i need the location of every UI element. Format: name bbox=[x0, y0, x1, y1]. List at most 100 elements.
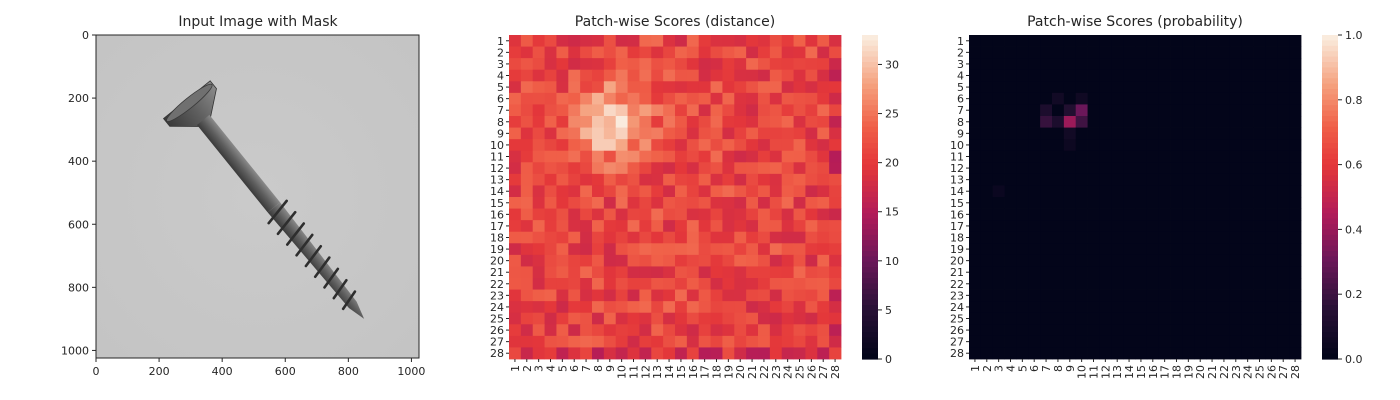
y-tick-label: 22 bbox=[950, 278, 964, 291]
heatmap-cell bbox=[556, 335, 569, 348]
heatmap-cell bbox=[1206, 185, 1219, 198]
heatmap-cell bbox=[980, 278, 994, 290]
heatmap-cell bbox=[1194, 243, 1207, 256]
heatmap-cell bbox=[805, 127, 818, 140]
heatmap-cell bbox=[520, 35, 534, 47]
heatmap-cell bbox=[734, 301, 747, 314]
heatmap-cell bbox=[1123, 150, 1136, 163]
heatmap-cell bbox=[509, 254, 522, 267]
heatmap-cell bbox=[1087, 150, 1100, 163]
heatmap-cell bbox=[758, 104, 771, 117]
heatmap-cell bbox=[1241, 220, 1254, 233]
heatmap-cell bbox=[544, 173, 557, 186]
heatmap-cell bbox=[1170, 231, 1183, 244]
heatmap-cell bbox=[758, 243, 771, 256]
heatmap-cell bbox=[1241, 81, 1254, 94]
colorbar-segment bbox=[1322, 326, 1338, 333]
heatmap-cell bbox=[568, 335, 581, 348]
heatmap-cell bbox=[1253, 185, 1266, 198]
heatmap-cell bbox=[1028, 46, 1041, 59]
heatmap-cell bbox=[1135, 243, 1148, 256]
heatmap-cell bbox=[1194, 69, 1207, 82]
heatmap-cell bbox=[520, 312, 534, 325]
heatmap-cell bbox=[992, 92, 1005, 105]
heatmap-cell bbox=[1265, 335, 1278, 348]
heatmap-cell bbox=[520, 347, 534, 360]
colorbar-segment bbox=[862, 234, 878, 241]
heatmap-cell bbox=[1277, 266, 1290, 279]
heatmap-cell bbox=[1123, 139, 1136, 152]
heatmap-cell bbox=[829, 231, 842, 244]
heatmap-cell bbox=[829, 185, 842, 198]
heatmap-cell bbox=[615, 312, 628, 325]
heatmap-cell bbox=[710, 127, 723, 140]
heatmap-cell bbox=[1218, 162, 1231, 175]
heatmap-cell bbox=[969, 173, 982, 186]
heatmap-cell bbox=[698, 289, 711, 302]
heatmap-cell bbox=[698, 208, 711, 221]
heatmap-cell bbox=[1170, 116, 1183, 128]
heatmap-cell bbox=[1040, 69, 1053, 82]
heatmap-cell bbox=[663, 58, 676, 71]
heatmap-cell bbox=[1052, 197, 1065, 209]
heatmap-cell bbox=[1052, 185, 1065, 198]
heatmap-cell bbox=[1182, 162, 1195, 175]
heatmap-cell bbox=[734, 69, 747, 82]
x-tick-label: 27 bbox=[817, 365, 830, 379]
heatmap-cell bbox=[980, 208, 994, 221]
heatmap-cell bbox=[1289, 127, 1302, 140]
heatmap-cell bbox=[758, 289, 771, 302]
heatmap-cell bbox=[556, 208, 569, 221]
heatmap-cell bbox=[1063, 254, 1077, 267]
heatmap-cell bbox=[639, 139, 652, 152]
heatmap-cell bbox=[651, 312, 664, 325]
heatmap-cell bbox=[734, 150, 747, 163]
colorbar-segment bbox=[1322, 234, 1338, 241]
heatmap-cell bbox=[1194, 324, 1207, 337]
heatmap-cell bbox=[1182, 266, 1195, 279]
heatmap-cell bbox=[1111, 58, 1124, 71]
heatmap-cell bbox=[1111, 335, 1124, 348]
screw-thread bbox=[295, 233, 314, 257]
heatmap-cell bbox=[746, 197, 759, 209]
heatmap-cell bbox=[992, 173, 1005, 186]
heatmap-cell bbox=[1146, 208, 1160, 221]
heatmap-cell bbox=[1218, 127, 1231, 140]
heatmap-cell bbox=[817, 347, 830, 360]
heatmap-cell bbox=[1052, 231, 1065, 244]
x-tick-label: 12 bbox=[639, 365, 652, 379]
heatmap-cell bbox=[663, 81, 676, 94]
heatmap-cell bbox=[1289, 92, 1302, 105]
heatmap-cell bbox=[969, 127, 982, 140]
colorbar-segment bbox=[862, 305, 878, 311]
heatmap-cell bbox=[1265, 139, 1278, 152]
colorbar-segment bbox=[862, 224, 878, 230]
input-image bbox=[96, 35, 419, 358]
colorbar-segment bbox=[1322, 299, 1338, 306]
heatmap-cell bbox=[544, 231, 557, 244]
heatmap-cell bbox=[1052, 208, 1065, 221]
heatmap-cell bbox=[627, 266, 640, 279]
heatmap-cell bbox=[1206, 162, 1219, 175]
heatmap-cell bbox=[1253, 208, 1266, 221]
heatmap-cell bbox=[769, 139, 783, 152]
heatmap-cell bbox=[1253, 127, 1266, 140]
heatmap-cell bbox=[1111, 81, 1124, 94]
heatmap-cell bbox=[781, 35, 794, 47]
heatmap-cell bbox=[627, 185, 640, 198]
heatmap-cell bbox=[663, 335, 676, 348]
heatmap-cell bbox=[627, 254, 640, 267]
heatmap-cell bbox=[1063, 312, 1077, 325]
heatmap-cell bbox=[746, 46, 759, 59]
heatmap-cell bbox=[817, 46, 830, 59]
heatmap-cell bbox=[698, 312, 711, 325]
heatmap-cell bbox=[1063, 301, 1077, 314]
heatmap-cell bbox=[969, 243, 982, 256]
heatmap-cell bbox=[509, 69, 522, 82]
heatmap-cell bbox=[769, 324, 783, 337]
heatmap-cell bbox=[758, 150, 771, 163]
heatmap-cell bbox=[1194, 116, 1207, 128]
colorbar-segment bbox=[1322, 261, 1338, 268]
heatmap-cell bbox=[1241, 104, 1254, 117]
